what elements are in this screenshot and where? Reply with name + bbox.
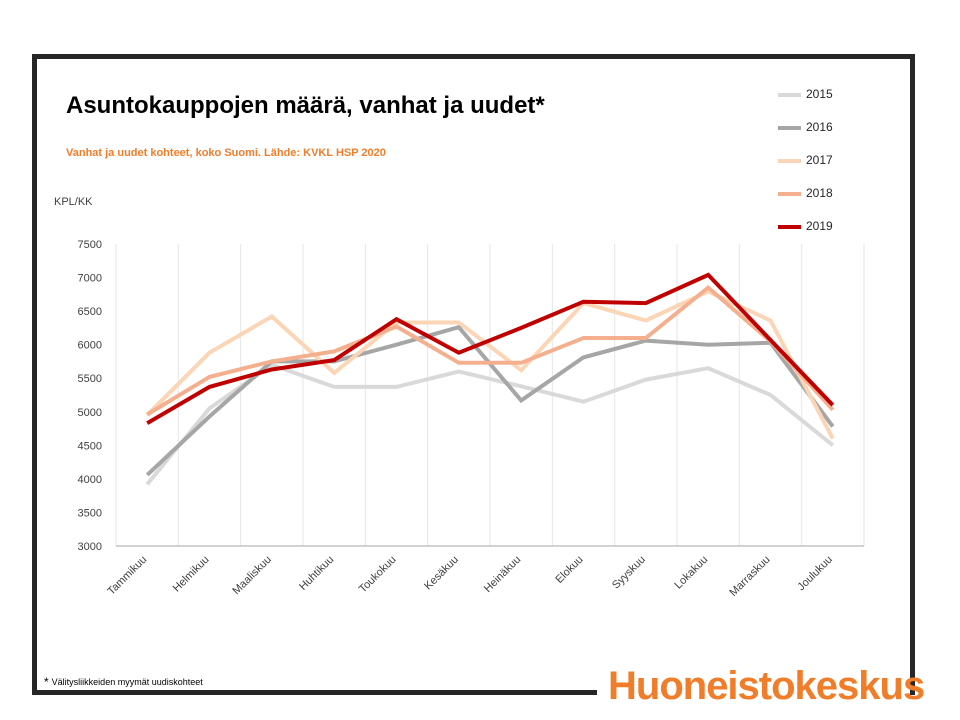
- legend-swatch-2015: [778, 93, 801, 97]
- x-tick-label: Toukokuu: [357, 554, 399, 596]
- legend-swatch-2017: [778, 159, 801, 163]
- y-tick-label: 3500: [78, 507, 102, 519]
- x-tick-label: Joulukuu: [795, 554, 835, 594]
- x-tick-label: Maaliskuu: [230, 554, 274, 598]
- frame-bottom-border: [32, 690, 597, 695]
- series-line-2019: [146, 272, 835, 425]
- series-lines: [145, 272, 835, 486]
- x-tick-label: Heinäkuu: [482, 554, 523, 595]
- legend-swatch-2018: [778, 192, 801, 196]
- legend-label-2017: 2017: [806, 153, 833, 167]
- y-tick-label: 4500: [78, 440, 102, 452]
- legend-label-2019: 2019: [806, 219, 833, 233]
- x-tick-label: Helmikuu: [171, 554, 212, 595]
- footnote-text: Välitysliikkeiden myymät uudiskohteet: [51, 677, 203, 687]
- footnote: * Välitysliikkeiden myymät uudiskohteet: [44, 674, 203, 689]
- x-tick-label: Lokakuu: [672, 554, 710, 592]
- legend-swatch-2019: [778, 225, 801, 229]
- legend-label-2018: 2018: [806, 186, 833, 200]
- brand-logo: Huoneistokeskus: [608, 664, 925, 708]
- legend-label-2015: 2015: [806, 87, 833, 101]
- x-tick-label: Huhtikuu: [297, 554, 336, 593]
- x-tick-label: Syyskuu: [610, 554, 648, 592]
- y-axis-ticks: 3000 3500 4000 4500 5000 5500 6000 6500 7000 7500: [78, 239, 102, 553]
- x-axis-ticks: Tammikuu Helmikuu Maaliskuu Huhtikuu Toukoku…: [105, 554, 835, 599]
- y-axis-label: KPL/KK: [54, 196, 93, 208]
- legend-swatch-2016: [778, 126, 801, 130]
- x-tick-label: Kesäkuu: [422, 554, 461, 593]
- x-tick-label: Tammikuu: [105, 554, 149, 598]
- y-tick-label: 7000: [78, 273, 102, 285]
- legend-label-2016: 2016: [806, 120, 833, 134]
- series-line-2018: [146, 284, 835, 417]
- y-tick-label: 5500: [78, 373, 102, 385]
- y-tick-label: 3000: [78, 541, 102, 553]
- y-tick-label: 6000: [78, 340, 102, 352]
- y-tick-label: 5000: [78, 407, 102, 419]
- gridlines: [115, 244, 865, 546]
- x-tick-label: Marraskuu: [727, 554, 772, 599]
- y-tick-label: 6500: [78, 306, 102, 318]
- y-tick-label: 7500: [78, 239, 102, 251]
- chart-title: Asuntokauppojen määrä, vanhat ja uudet*: [66, 92, 545, 119]
- chart-subtitle: Vanhat ja uudet kohteet, koko Suomi. Läh…: [66, 147, 386, 159]
- footnote-mark: *: [44, 675, 49, 689]
- y-tick-label: 4000: [78, 474, 102, 486]
- x-tick-label: Elokuu: [553, 554, 585, 586]
